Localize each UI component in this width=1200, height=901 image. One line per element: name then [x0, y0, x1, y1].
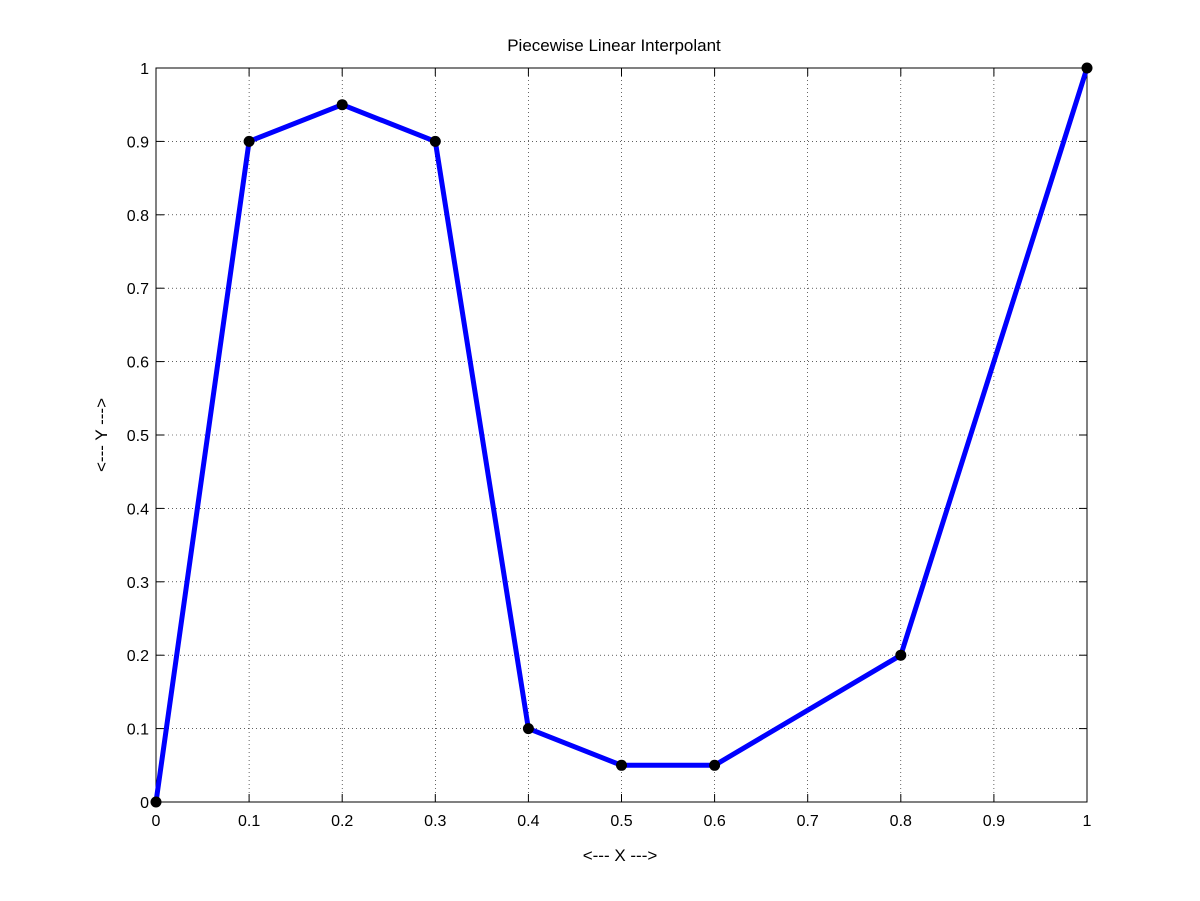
y-tick-label: 0.7 — [127, 281, 149, 298]
y-tick-label: 0.4 — [127, 501, 149, 518]
data-point-marker — [243, 135, 255, 147]
x-tick-label: 0.6 — [703, 813, 725, 830]
data-point-marker — [429, 135, 441, 147]
series-group — [150, 62, 1093, 808]
data-point-marker — [150, 796, 162, 808]
y-tick-label: 0.3 — [127, 575, 149, 592]
y-tick-label: 0.1 — [127, 722, 149, 739]
y-tick-label: 1 — [140, 61, 149, 78]
chart-title: Piecewise Linear Interpolant — [507, 36, 721, 55]
grid — [156, 68, 1087, 802]
x-tick-label: 0.7 — [797, 813, 819, 830]
x-tick-label: 1 — [1083, 813, 1092, 830]
data-point-marker — [895, 649, 907, 661]
data-point-marker — [709, 759, 721, 771]
x-tick-label: 0.8 — [890, 813, 912, 830]
y-tick-label: 0.6 — [127, 355, 149, 372]
y-axis-title: <--- Y ---> — [92, 398, 111, 472]
y-tick-label: 0 — [140, 795, 149, 812]
x-tick-label: 0.4 — [517, 813, 539, 830]
data-point-marker — [522, 723, 534, 735]
x-tick-label: 0.3 — [424, 813, 446, 830]
series-line — [153, 65, 1090, 805]
data-point-marker — [336, 99, 348, 111]
x-tick-label: 0.5 — [610, 813, 632, 830]
x-tick-label: 0.9 — [983, 813, 1005, 830]
x-tick-label: 0.2 — [331, 813, 353, 830]
y-tick-label: 0.9 — [127, 134, 149, 151]
data-point-marker — [1081, 62, 1093, 74]
y-tick-label: 0.8 — [127, 208, 149, 225]
data-point-marker — [616, 759, 627, 771]
y-tick-label: 0.2 — [127, 648, 149, 665]
axis-ticks: 0 0.1 0.2 0.3 0.4 0.5 0.6 0.7 0.8 0.9 1 0 0.1 0.2 0.3 0… — [127, 61, 1092, 830]
plot-area-frame — [155, 67, 1088, 803]
x-axis-title: <--- X ---> — [583, 846, 658, 865]
x-tick-label: 0.1 — [238, 813, 260, 830]
x-tick-label: 0 — [152, 813, 161, 830]
y-tick-label: 0.5 — [127, 428, 149, 445]
